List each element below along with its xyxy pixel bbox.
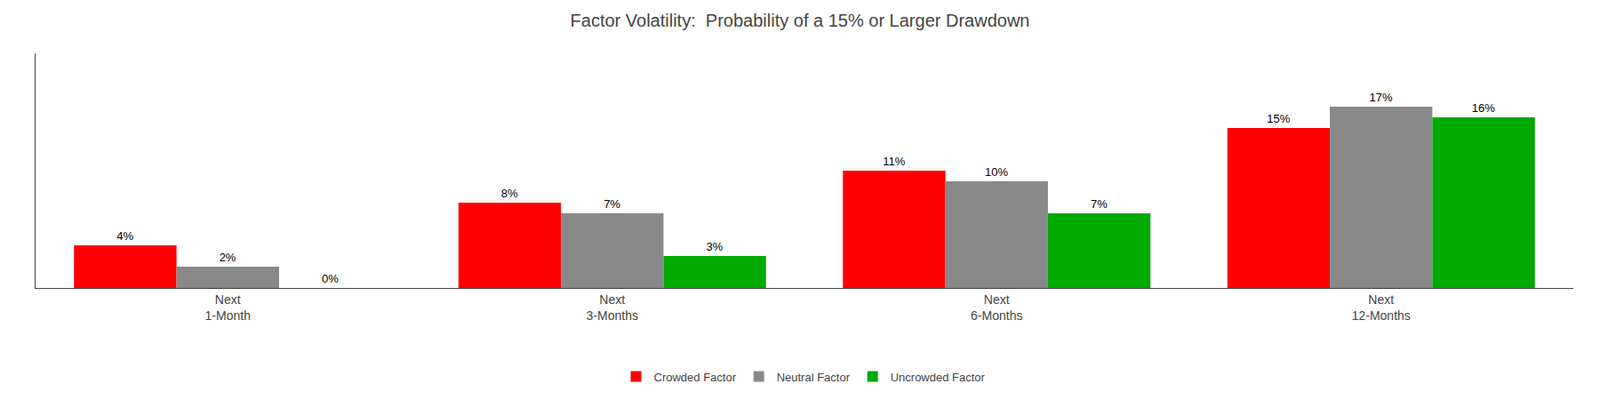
svg-text:3%: 3% <box>705 240 723 254</box>
svg-text:Neutral Factor: Neutral Factor <box>776 370 851 384</box>
svg-text:7%: 7% <box>1090 197 1108 211</box>
svg-text:7%: 7% <box>603 197 621 211</box>
svg-text:0%: 0% <box>321 272 339 286</box>
svg-text:Next12-Months: Next12-Months <box>1352 292 1411 323</box>
svg-text:Next3-Months: Next3-Months <box>586 292 639 323</box>
svg-text:10%: 10% <box>984 165 1008 179</box>
svg-text:Crowded Factor: Crowded Factor <box>654 370 737 384</box>
svg-text:Next1-Month: Next1-Month <box>205 292 251 323</box>
svg-text:15%: 15% <box>1266 112 1290 126</box>
svg-text:4%: 4% <box>116 229 134 243</box>
svg-text:16%: 16% <box>1472 101 1496 115</box>
svg-text:Factor Volatility: Probabilit: Factor Volatility: Probability of a 15% … <box>570 10 1031 31</box>
svg-text:Uncrowded Factor: Uncrowded Factor <box>890 370 986 384</box>
svg-text:11%: 11% <box>882 154 905 168</box>
svg-text:2%: 2% <box>219 250 237 264</box>
svg-text:8%: 8% <box>501 186 519 200</box>
svg-text:Next6-Months: Next6-Months <box>970 292 1023 323</box>
svg-text:17%: 17% <box>1369 90 1393 104</box>
